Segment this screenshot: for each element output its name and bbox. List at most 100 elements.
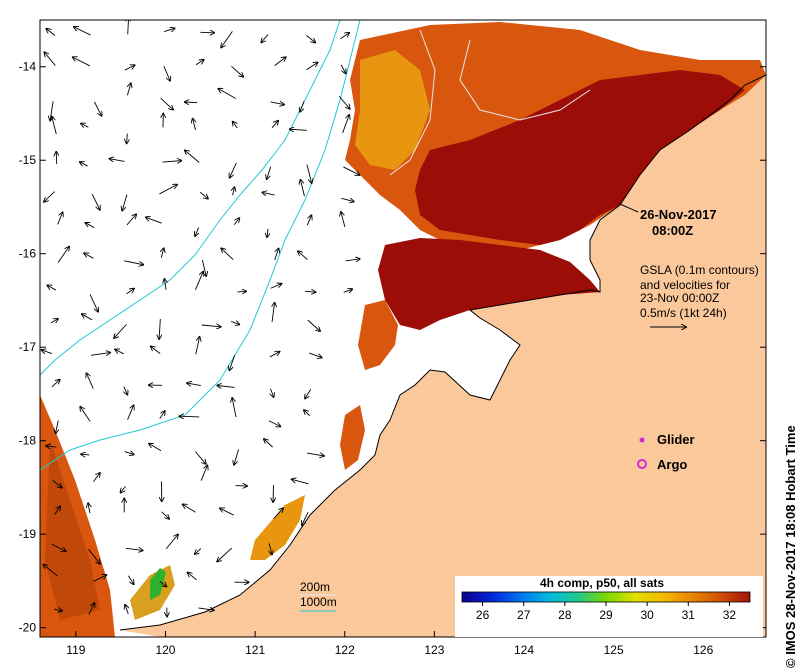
velocity-arrow bbox=[195, 337, 200, 355]
x-tick-label: 120 bbox=[155, 643, 175, 657]
velocity-arrow bbox=[43, 565, 58, 577]
y-tick-label: -15 bbox=[19, 153, 37, 167]
y-tick-label: -18 bbox=[19, 434, 37, 448]
velocity-arrow bbox=[127, 133, 128, 144]
velocity-arrow bbox=[261, 34, 269, 43]
gsla-line-4: 0.5m/s (1kt 24h) bbox=[640, 306, 727, 320]
velocity-arrow bbox=[343, 289, 353, 292]
bathy-1000m-contour bbox=[40, 20, 341, 376]
velocity-arrow bbox=[124, 65, 135, 71]
y-tick-label: -19 bbox=[19, 527, 37, 541]
velocity-arrow bbox=[57, 247, 69, 263]
velocity-arrow bbox=[88, 549, 100, 564]
sst-hot-region bbox=[415, 70, 745, 245]
plot-frame bbox=[39, 19, 767, 638]
x-tick-label: 123 bbox=[424, 643, 444, 657]
sst-strip-coast-3 bbox=[250, 495, 305, 560]
velocity-arrow bbox=[85, 223, 95, 228]
velocity-arrow bbox=[230, 321, 239, 324]
velocity-arrow bbox=[235, 486, 247, 487]
velocity-arrow bbox=[44, 191, 55, 202]
velocity-arrow bbox=[73, 57, 91, 67]
velocity-arrow bbox=[233, 122, 238, 129]
colorbar-tick-label: 31 bbox=[682, 608, 696, 622]
velocity-arrow bbox=[125, 548, 143, 550]
velocity-arrow bbox=[44, 52, 56, 66]
velocity-arrow bbox=[124, 452, 134, 455]
velocity-arrow bbox=[302, 511, 309, 525]
velocity-arrow bbox=[229, 354, 236, 370]
colorbar-tick-label: 29 bbox=[599, 608, 613, 622]
colorbar-title: 4h comp, p50, all sats bbox=[540, 576, 664, 590]
velocity-arrow bbox=[262, 192, 275, 195]
velocity-arrow bbox=[54, 609, 62, 611]
x-tick-label: 126 bbox=[693, 643, 713, 657]
velocity-arrow bbox=[306, 35, 315, 42]
velocity-arrow bbox=[91, 193, 100, 210]
date-pointer-line bbox=[619, 203, 639, 213]
y-tick-label: -16 bbox=[19, 247, 37, 261]
velocity-arrow bbox=[159, 581, 166, 587]
velocity-arrow bbox=[217, 547, 233, 561]
velocity-arrow bbox=[80, 162, 88, 167]
velocity-arrow bbox=[198, 608, 214, 610]
velocity-arrow bbox=[86, 373, 94, 389]
velocity-arrow bbox=[159, 411, 165, 419]
velocity-arrow bbox=[200, 32, 214, 33]
velocity-arrow bbox=[128, 20, 129, 35]
velocity-arrow bbox=[273, 508, 283, 519]
velocity-arrow bbox=[183, 504, 196, 513]
velocity-arrow bbox=[309, 352, 321, 358]
velocity-arrow bbox=[128, 575, 133, 584]
velocity-arrow bbox=[270, 388, 273, 397]
velocity-arrow bbox=[343, 166, 359, 175]
velocity-arrow bbox=[160, 97, 173, 109]
colorbar-tick-label: 32 bbox=[723, 608, 737, 622]
velocity-arrow bbox=[194, 272, 203, 290]
velocity-arrow bbox=[82, 314, 93, 321]
velocity-arrow bbox=[57, 212, 63, 225]
velocity-arrow bbox=[195, 227, 199, 236]
velocity-arrow bbox=[232, 398, 237, 418]
sst-strip-coast-1 bbox=[358, 300, 398, 370]
velocity-arrow bbox=[126, 289, 134, 295]
velocity-arrow bbox=[305, 389, 312, 398]
velocity-arrow bbox=[161, 511, 169, 519]
velocity-arrow bbox=[126, 214, 136, 226]
velocity-arrow bbox=[307, 319, 320, 331]
bay-water bbox=[445, 318, 505, 385]
velocity-arrow bbox=[230, 162, 237, 178]
velocity-arrow bbox=[159, 318, 160, 339]
time-label: 08:00Z bbox=[652, 223, 693, 238]
velocity-arrow bbox=[146, 217, 162, 224]
velocity-arrow bbox=[300, 180, 305, 197]
colorbar-tick-label: 27 bbox=[517, 608, 531, 622]
bathy-legend-1000m: 1000m bbox=[300, 595, 337, 609]
velocity-arrow bbox=[306, 164, 312, 183]
velocity-arrow bbox=[188, 572, 197, 581]
velocity-arrow bbox=[84, 253, 94, 259]
sst-hot-nearshore bbox=[378, 238, 600, 330]
velocity-arrow bbox=[125, 605, 128, 615]
velocity-arrow bbox=[127, 83, 130, 96]
colorbar-tick-label: 28 bbox=[558, 608, 572, 622]
velocity-arrow bbox=[233, 187, 235, 196]
y-axis: -14 -15 -16 -17 -18 -19 -20 bbox=[19, 60, 766, 635]
velocity-arrow bbox=[340, 33, 349, 40]
velocity-arrow bbox=[165, 534, 178, 550]
velocity-arrow bbox=[127, 405, 134, 420]
velocity-arrow bbox=[267, 228, 268, 237]
velocity-arrow bbox=[269, 543, 272, 554]
gsla-line-2: and velocities for bbox=[640, 278, 730, 292]
velocity-arrow bbox=[193, 119, 196, 130]
velocity-arrow bbox=[187, 383, 201, 385]
sst-green-patch bbox=[150, 568, 166, 600]
velocity-arrow bbox=[221, 248, 234, 261]
x-tick-label: 122 bbox=[335, 643, 355, 657]
velocity-arrow bbox=[338, 95, 350, 109]
colorbar-bar bbox=[461, 591, 751, 603]
velocity-arrow bbox=[88, 503, 90, 514]
velocity-arrow bbox=[81, 454, 90, 455]
bathy-200m-contour bbox=[389, 29, 436, 176]
velocity-arrow bbox=[56, 152, 57, 165]
